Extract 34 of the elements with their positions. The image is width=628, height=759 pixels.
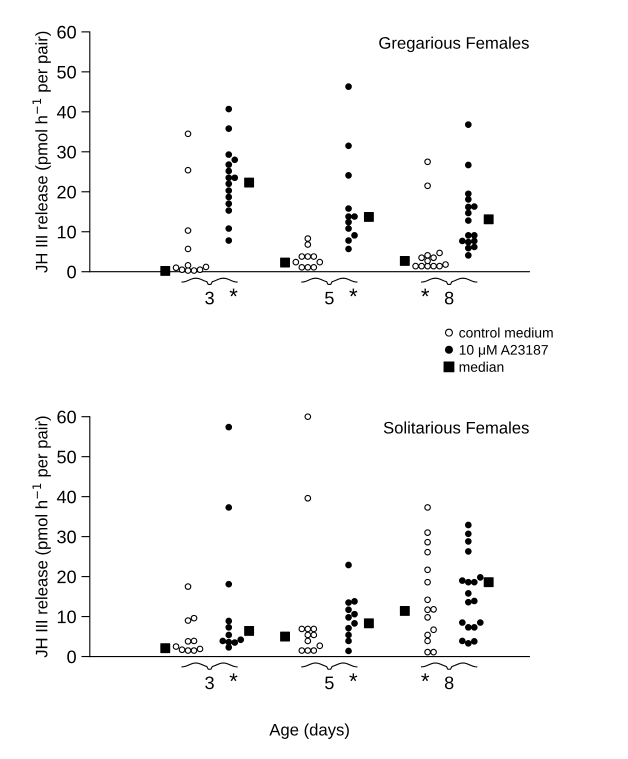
- x-tick-label: 5: [325, 292, 334, 304]
- text: *: [421, 288, 430, 296]
- x-axis-title: Age (days): [269, 723, 349, 739]
- y-tick-label: 10: [58, 226, 76, 238]
- x-tick-label: 5: [325, 676, 334, 690]
- y-tick-label: 20: [57, 570, 76, 584]
- y-tick-label: 60: [57, 26, 76, 39]
- y-tick-label: 50: [57, 66, 76, 79]
- legend-label: median: [460, 362, 504, 372]
- y-tick-label: 50: [57, 450, 76, 464]
- y-tick-label: 40: [56, 106, 76, 119]
- y-tick-label: 10: [58, 610, 76, 624]
- y-tick-label: 20: [57, 186, 76, 198]
- y-tick-label: 0: [67, 650, 76, 664]
- text: *: [230, 288, 238, 296]
- y-tick-label: 30: [57, 146, 76, 159]
- y-tick-label: 0: [67, 266, 76, 278]
- text: *: [349, 673, 358, 682]
- y-tick-label: 60: [57, 410, 76, 424]
- x-tick-label: 3: [205, 292, 214, 304]
- y-tick-label: 30: [57, 530, 76, 544]
- legend-label: control medium: [459, 327, 553, 338]
- x-tick-label: 3: [205, 676, 214, 690]
- y-axis-title: JH III release (pmol h$^{−1}$ per pair): [32, 416, 51, 658]
- x-tick-label: 8: [444, 292, 454, 304]
- x-tick-label: 8: [444, 676, 454, 690]
- chart-title: Solitarious Females: [384, 421, 529, 434]
- text: *: [230, 673, 238, 682]
- text: *: [349, 288, 358, 296]
- legend-label: 10 μM A23187: [460, 344, 548, 358]
- y-axis-title: JH III release (pmol h$^{−1}$ per pair): [32, 32, 51, 273]
- text: *: [421, 673, 430, 682]
- chart-title: Gregarious Females: [379, 36, 529, 52]
- y-tick-label: 40: [56, 490, 76, 504]
